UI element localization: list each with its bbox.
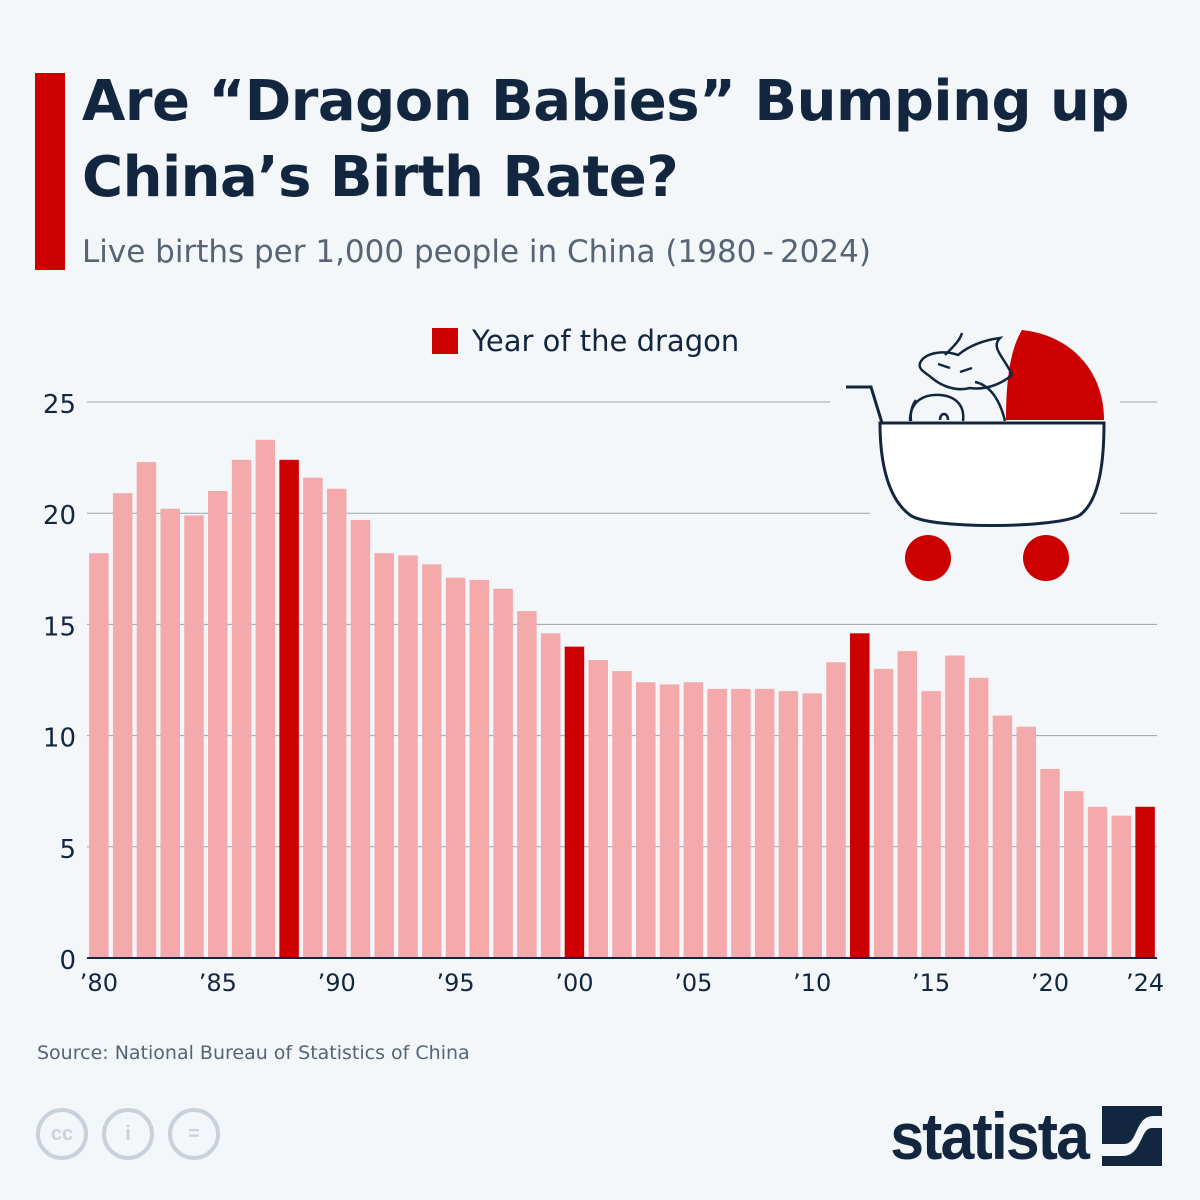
bar	[992, 715, 1013, 958]
chart-title: Are “Dragon Babies” Bumping up China’s B…	[82, 69, 1130, 210]
bar	[303, 477, 323, 958]
bar	[89, 553, 109, 958]
bar	[493, 588, 513, 958]
bar	[469, 579, 490, 958]
bar-dragon-year	[1135, 806, 1155, 958]
no-derivatives-glyph: =	[188, 1122, 200, 1145]
bar	[659, 684, 680, 958]
legend-swatch-dragon	[432, 328, 458, 354]
y-tick-label: 0	[59, 946, 76, 976]
y-axis-ticks: 0 5 10 15 20 25	[43, 390, 76, 976]
bar	[897, 651, 918, 958]
x-tick-label: ’24	[1126, 969, 1164, 997]
cc-icon[interactable]: cc	[36, 1108, 88, 1160]
bar	[802, 693, 822, 958]
bar	[374, 553, 394, 958]
bar	[326, 488, 347, 958]
bar-dragon-year	[850, 633, 870, 958]
brand-name: statista	[890, 1099, 1090, 1173]
bar	[945, 655, 965, 958]
bar	[921, 691, 941, 958]
statista-logo[interactable]: statista	[873, 1098, 1162, 1174]
bar	[873, 668, 894, 958]
y-tick-label: 10	[43, 724, 76, 754]
chart-subtitle: Live births per 1,000 people in China (1…	[82, 234, 871, 270]
source-note: Source: National Bureau of Statistics of…	[37, 1042, 470, 1064]
bar	[398, 555, 418, 958]
bars	[89, 439, 1155, 959]
stroller-wheel-icon	[1023, 535, 1069, 581]
bar	[588, 659, 608, 958]
legend-label: Year of the dragon	[472, 324, 740, 358]
x-tick-label: ’15	[912, 969, 950, 997]
bar	[1040, 768, 1060, 958]
y-tick-label: 15	[43, 612, 76, 642]
bar	[1087, 806, 1108, 958]
bar	[1016, 726, 1036, 958]
statista-logo-icon	[1102, 1106, 1162, 1166]
bar	[612, 671, 632, 958]
x-tick-label: ’10	[793, 969, 831, 997]
attribution-icon[interactable]: i	[102, 1108, 154, 1160]
stroller-wheel-icon	[905, 535, 951, 581]
license-icons: cc i =	[36, 1108, 220, 1160]
bar-dragon-year	[279, 459, 299, 958]
bar	[636, 682, 656, 958]
y-tick-label: 25	[43, 390, 76, 420]
stroller-basket-icon	[878, 421, 1106, 527]
bar	[826, 662, 846, 958]
x-axis-ticks: ’80 ’85 ’90 ’95 ’00 ’05 ’10 ’15 ’20 ’24	[80, 969, 1164, 997]
y-tick-label: 5	[59, 835, 76, 865]
bar	[731, 688, 751, 958]
bar	[683, 682, 704, 958]
bar	[968, 677, 989, 958]
bar	[707, 688, 727, 958]
bar	[208, 490, 228, 958]
bar	[255, 439, 276, 959]
attribution-glyph: i	[125, 1122, 131, 1145]
x-tick-label: ’80	[80, 969, 118, 997]
bar	[184, 515, 204, 958]
bar	[160, 508, 180, 958]
x-tick-label: ’20	[1031, 969, 1069, 997]
bar	[231, 459, 252, 958]
cc-glyph: cc	[50, 1122, 74, 1145]
stroller-handle-icon	[846, 385, 884, 424]
legend: Year of the dragon	[432, 324, 739, 358]
stroller-hood-icon	[1006, 330, 1104, 420]
bar	[754, 688, 775, 958]
x-tick-label: ’05	[674, 969, 712, 997]
dragon-icon	[908, 332, 1014, 422]
bar	[517, 611, 537, 958]
stroller-illustration	[830, 330, 1120, 581]
bar	[112, 493, 133, 958]
bar	[445, 577, 466, 958]
x-tick-label: ’90	[318, 969, 356, 997]
bar-dragon-year	[564, 646, 585, 958]
title-accent-bar	[35, 73, 65, 270]
bar	[136, 462, 157, 958]
x-tick-label: ’85	[199, 969, 237, 997]
x-tick-label: ’95	[436, 969, 474, 997]
bar	[1111, 815, 1132, 958]
bar	[1064, 791, 1084, 958]
x-tick-label: ’00	[555, 969, 593, 997]
no-derivatives-icon[interactable]: =	[168, 1108, 220, 1160]
y-tick-label: 20	[43, 501, 76, 531]
bar	[540, 633, 561, 958]
bar	[350, 519, 371, 958]
bar	[422, 564, 442, 958]
bar	[778, 691, 799, 958]
